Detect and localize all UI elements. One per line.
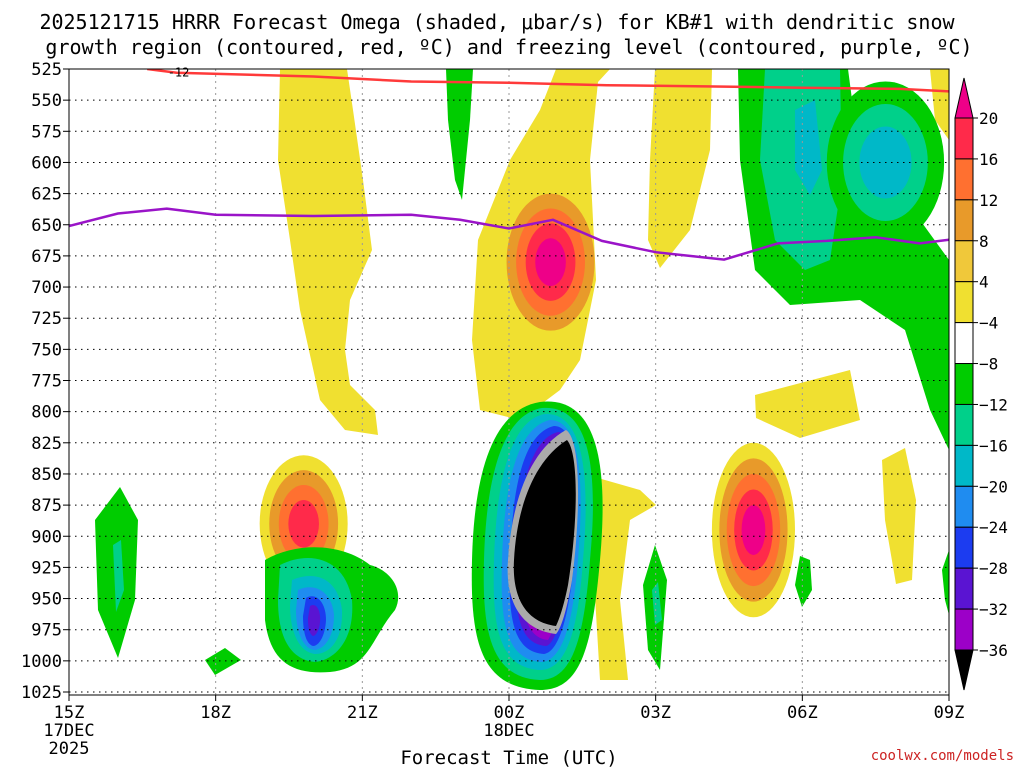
colorbar-swatch-12	[954, 608, 974, 651]
colorbar-label-10: −24	[979, 518, 1008, 537]
colorbar-label-2: 12	[979, 191, 998, 210]
y-tick-label-4: 625	[31, 185, 62, 205]
colorbar-label-5: −4	[979, 314, 998, 333]
y-tick-label-9: 750	[31, 340, 62, 360]
omega-teal-lower-left	[113, 540, 124, 612]
x-axis-title: Forecast Time (UTC)	[400, 747, 617, 768]
y-tick-label-2: 575	[31, 122, 62, 142]
omega-yellow-upper-right	[930, 69, 949, 140]
colorbar-swatch-5	[954, 322, 974, 365]
y-tick-label-5: 650	[31, 216, 62, 236]
y-tick-label-19: 1000	[21, 652, 62, 672]
x-tick-label-0: 15Z	[54, 703, 85, 723]
colorbar-label-3: 8	[979, 232, 989, 251]
title-line-2: growth region (contoured, red, ºC) and f…	[45, 35, 972, 59]
blue-cell-violet	[308, 604, 321, 636]
colorbar-swatch-11	[954, 567, 974, 610]
colorbar-label-7: −12	[979, 395, 1008, 414]
omega-cyan-top-right	[795, 100, 822, 195]
y-tick-label-3: 600	[31, 153, 62, 173]
colorbar-swatch-4	[954, 281, 974, 324]
y-tick-label-0: 525	[31, 60, 62, 80]
y-axis: 525 550 575 600 625 650 675 700 725 750 775 800 825 8…	[21, 60, 69, 703]
colorbar-label-4: 4	[979, 273, 989, 292]
credit-text: coolwx.com/models	[871, 748, 1014, 764]
y-tick-label-17: 950	[31, 590, 62, 610]
y-tick-label-8: 725	[31, 309, 62, 329]
colorbar-top-arrow	[954, 77, 974, 119]
x-tick-label-3: 00Z	[494, 703, 525, 723]
omega-blue-cell-left	[265, 547, 399, 673]
y-tick-label-7: 700	[31, 278, 62, 298]
y-tick-label-11: 800	[31, 403, 62, 423]
omega-green-small-lower-left	[205, 648, 241, 675]
colorbar-swatch-1	[954, 158, 974, 201]
omega-strong-core	[471, 401, 603, 690]
y-tick-label-16: 925	[31, 558, 62, 578]
colorbar-swatch-9	[954, 485, 974, 528]
core-black	[513, 440, 576, 626]
colorbar-swatch-6	[954, 363, 974, 405]
omega-cell-2-level-3	[535, 238, 566, 286]
y-tick-label-14: 875	[31, 496, 62, 516]
x-tick-sublabel2-0: 2025	[49, 739, 90, 759]
omega-green-small-top	[446, 69, 473, 200]
dendritic-contour-label: -12	[168, 66, 190, 80]
colorbar: 20 16 12 8 4 −4 −8 −12 −16 −20 −24 −28 −32 −36	[954, 77, 1008, 691]
colorbar-label-9: −20	[979, 477, 1008, 496]
colorbar-label-8: −16	[979, 436, 1008, 455]
omega-yellow-band-right	[755, 370, 860, 438]
x-tick-sublabel-3: 18DEC	[483, 721, 534, 741]
omega-green-right-edge	[942, 550, 949, 615]
colorbar-label-13: −36	[979, 641, 1008, 660]
colorbar-swatch-7	[954, 403, 974, 446]
colorbar-swatch-10	[954, 526, 974, 569]
omega-teal-small-03z	[652, 582, 662, 625]
colorbar-label-11: −28	[979, 559, 1008, 578]
x-tick-label-4: 03Z	[640, 703, 671, 723]
colorbar-label-6: −8	[979, 355, 998, 374]
colorbar-swatch-8	[954, 444, 974, 487]
omega-green-small-mid	[795, 556, 812, 607]
omega-cell-1-level-3	[288, 499, 319, 548]
omega-yellow-plume-left	[278, 69, 378, 435]
colorbar-bottom-arrow	[954, 649, 974, 691]
y-tick-label-18: 975	[31, 621, 62, 641]
x-tick-label-6: 09Z	[934, 703, 965, 723]
omega-shading	[95, 69, 949, 680]
colorbar-swatch-2	[954, 199, 974, 242]
freezing-level-contour	[69, 207, 949, 261]
y-tick-label-1: 550	[31, 91, 62, 111]
omega-cell-3-level-4	[741, 505, 766, 555]
x-tick-label-5: 06Z	[787, 703, 818, 723]
title-line-1: 2025121715 HRRR Forecast Omega (shaded, …	[39, 10, 955, 34]
colorbar-label-12: −32	[979, 600, 1008, 619]
colorbar-swatch-3	[954, 240, 974, 283]
omega-yellow-plume-right	[648, 69, 712, 268]
dendritic-growth-contour	[147, 69, 949, 93]
y-tick-label-15: 900	[31, 527, 62, 547]
y-tick-label-10: 775	[31, 372, 62, 392]
y-tick-label-13: 850	[31, 465, 62, 485]
x-tick-label-1: 18Z	[200, 703, 231, 723]
grid	[69, 69, 949, 695]
omega-yellow-right-lower	[882, 448, 916, 584]
colorbar-swatch-0	[954, 117, 974, 160]
y-tick-label-6: 675	[31, 247, 62, 267]
y-tick-label-12: 825	[31, 434, 62, 454]
colorbar-label-0: 20	[979, 109, 998, 128]
x-tick-label-2: 21Z	[347, 703, 378, 723]
colorbar-label-1: 16	[979, 150, 998, 169]
y-tick-label-20: 1025	[21, 683, 62, 703]
x-tick-sublabel-0: 17DEC	[43, 721, 94, 741]
